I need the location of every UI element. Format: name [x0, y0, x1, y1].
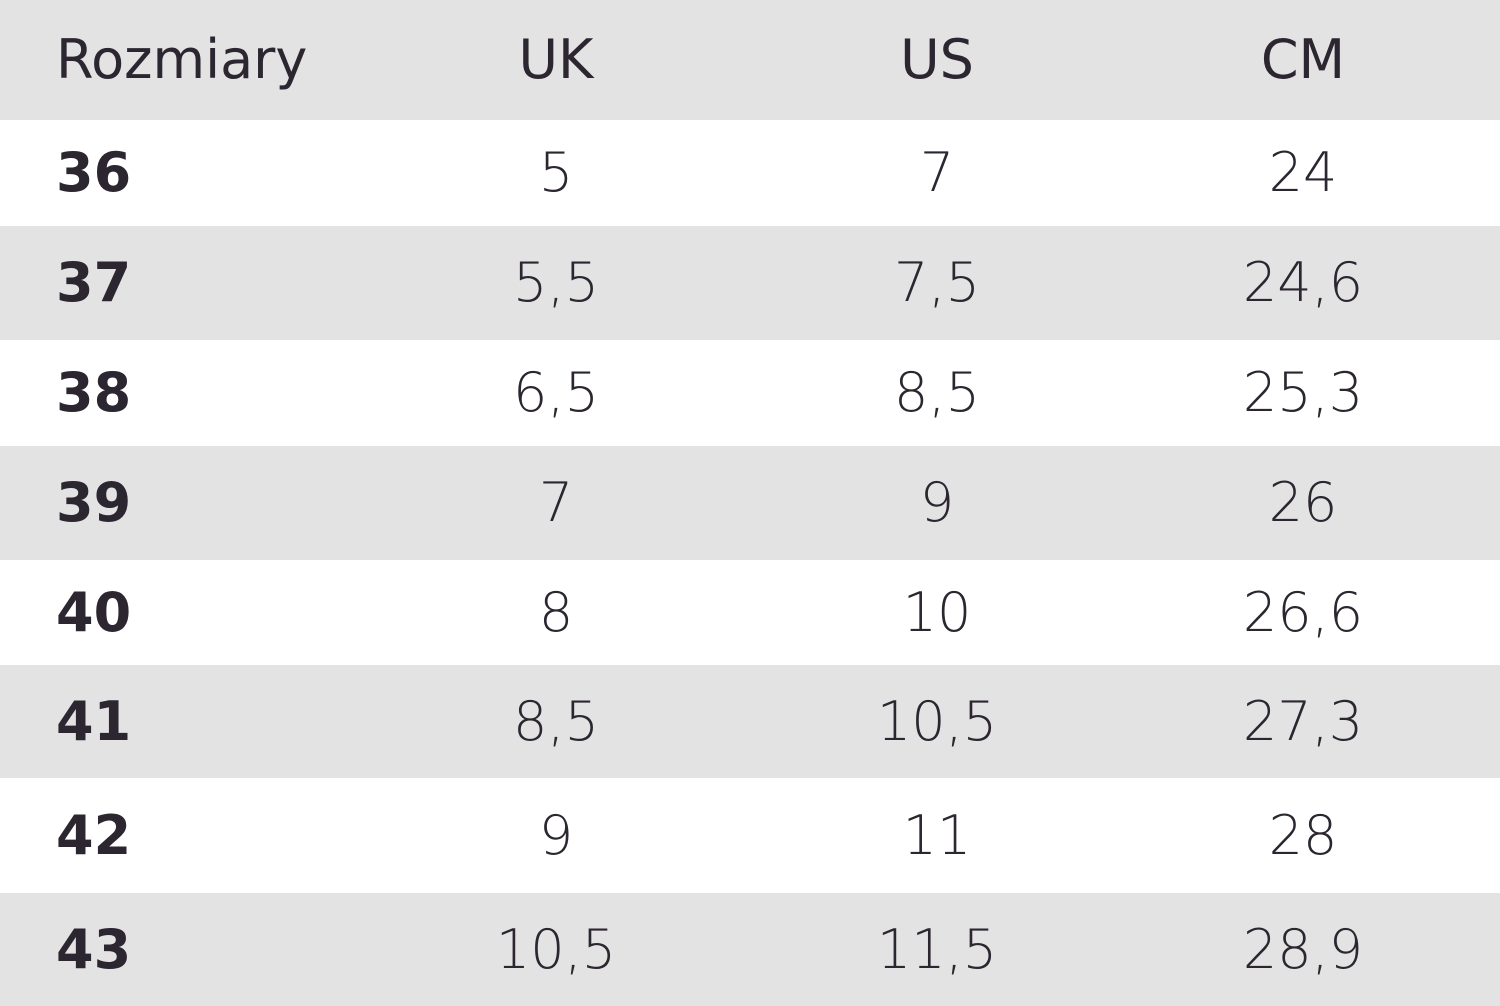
- size-uk-cell: 5,5: [513, 251, 599, 314]
- header-row: Rozmiary UK US CM: [0, 0, 1500, 120]
- size-cm-cell: 24,6: [1242, 251, 1364, 314]
- size-cm-cell: 28: [1268, 803, 1338, 867]
- table-row: 40 8 10 26,6: [0, 560, 1500, 665]
- size-cm-cell: 24: [1268, 141, 1338, 204]
- size-eu-cell: 39: [56, 471, 132, 534]
- size-uk-cell: 7: [538, 471, 574, 534]
- size-us-cell: 8,5: [894, 361, 980, 424]
- size-us-cell: 10: [902, 580, 972, 644]
- table-row: 43 10,5 11,5 28,9: [0, 893, 1500, 1006]
- size-eu-cell: 42: [56, 803, 132, 867]
- size-eu-cell: 37: [56, 251, 132, 314]
- table-row: 37 5,5 7,5 24,6: [0, 226, 1500, 340]
- size-cm-cell: 26,6: [1242, 580, 1364, 644]
- size-uk-cell: 10,5: [495, 917, 617, 981]
- size-eu-cell: 36: [56, 141, 132, 204]
- size-us-cell: 9: [919, 471, 955, 534]
- table-row: 38 6,5 8,5 25,3: [0, 340, 1500, 446]
- size-us-cell: 7,5: [894, 251, 980, 314]
- size-cm-cell: 25,3: [1242, 361, 1364, 424]
- size-cm-cell: 28,9: [1242, 917, 1364, 981]
- size-uk-cell: 9: [538, 803, 574, 867]
- size-eu-cell: 41: [56, 689, 132, 753]
- table-row: 39 7 9 26: [0, 446, 1500, 560]
- size-cm-cell: 26: [1268, 471, 1338, 534]
- size-uk-cell: 8,5: [513, 689, 599, 753]
- table-row: 36 5 7 24: [0, 120, 1500, 226]
- size-us-cell: 11: [902, 803, 972, 867]
- size-eu-cell: 40: [56, 580, 132, 644]
- size-uk-cell: 6,5: [513, 361, 599, 424]
- size-uk-cell: 5: [538, 141, 574, 204]
- size-uk-header: UK: [518, 28, 594, 91]
- size-us-cell: 7: [919, 141, 955, 204]
- table-row: 41 8,5 10,5 27,3: [0, 665, 1500, 778]
- size-cm-header: CM: [1260, 28, 1346, 91]
- size-us-cell: 10,5: [876, 689, 998, 753]
- size-eu-cell: 38: [56, 361, 132, 424]
- size-cm-cell: 27,3: [1242, 689, 1364, 753]
- size-uk-cell: 8: [538, 580, 574, 644]
- size-eu-cell: 43: [56, 917, 132, 981]
- size-us-cell: 11,5: [876, 917, 998, 981]
- size-us-header: US: [900, 28, 974, 91]
- size-eu-header: Rozmiary: [56, 28, 308, 91]
- table-row: 42 9 11 28: [0, 778, 1500, 893]
